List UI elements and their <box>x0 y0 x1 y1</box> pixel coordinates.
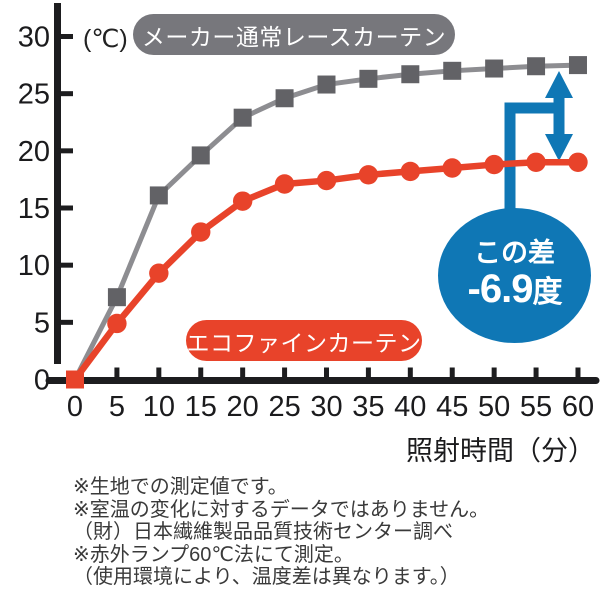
footnotes: ※生地での測定値です。 ※室温の変化に対するデータではありません。 （財）日本繊… <box>73 476 489 589</box>
y-tick-label: 30 <box>18 22 50 54</box>
difference-callout: この差 -6.9度 <box>438 208 591 343</box>
footnote-line: ※生地での測定値です。 <box>73 476 288 498</box>
x-tick-label: 45 <box>436 391 468 423</box>
y-axis-unit-label: (℃) <box>83 25 128 53</box>
data-point <box>232 191 253 211</box>
footnote-line: ※室温の変化に対するデータではありません。 <box>73 498 490 521</box>
data-point <box>107 313 127 334</box>
y-tick-label: 5 <box>34 307 50 339</box>
data-point <box>400 161 421 182</box>
y-tick-label: 0 <box>34 365 50 397</box>
data-point <box>484 154 504 175</box>
x-tick-label: 30 <box>310 391 342 423</box>
arrow-up-head-icon <box>545 71 573 98</box>
x-tick-label: 60 <box>562 391 594 423</box>
x-tick-label: 25 <box>268 391 300 423</box>
data-point <box>149 186 168 205</box>
data-point <box>442 158 462 178</box>
data-point <box>527 57 546 76</box>
y-tick-label: 20 <box>18 136 50 168</box>
data-point <box>107 288 126 307</box>
data-point <box>526 152 546 172</box>
x-tick-label: 50 <box>478 391 510 423</box>
y-tick-label: 25 <box>18 79 50 111</box>
data-point <box>275 89 294 108</box>
y-tick-label: 15 <box>18 193 50 225</box>
data-point <box>66 370 84 389</box>
data-point <box>568 152 588 172</box>
difference-arrow <box>504 71 573 216</box>
y-tick-label: 10 <box>18 250 50 282</box>
x-tick-label: 40 <box>394 391 426 423</box>
x-axis-title: 照射時間（分） <box>406 436 595 466</box>
legend-eco-curtain: エコファインカーテン <box>186 320 422 361</box>
data-point <box>316 170 337 191</box>
callout-unit: 度 <box>532 275 562 309</box>
x-tick-label: 20 <box>227 391 259 423</box>
footnote-line: （使用環境により、温度差は異なります。） <box>73 566 460 588</box>
x-tick-label: 0 <box>67 391 83 423</box>
data-point <box>568 56 587 75</box>
footnote-line: （財）日本繊維製品品質技術センター調べ <box>73 521 453 543</box>
data-point <box>191 146 210 165</box>
data-point <box>274 174 295 194</box>
data-point <box>401 65 420 84</box>
x-tick-label: 15 <box>185 391 217 423</box>
data-point <box>443 61 462 80</box>
series-eco-curtain <box>66 152 588 389</box>
legend-normal-curtain: メーカー通常レースカーテン <box>133 14 455 55</box>
data-point <box>359 69 378 88</box>
x-tick-label: 55 <box>520 391 552 423</box>
x-tick-label: 35 <box>352 391 384 423</box>
footnote-line: ※赤外ランプ60℃法にて測定。 <box>73 543 354 566</box>
series-normal-curtain <box>66 56 587 389</box>
data-point <box>149 263 169 283</box>
data-point <box>317 75 336 94</box>
data-point <box>233 108 252 127</box>
callout-number: -6.9 <box>467 266 534 311</box>
x-tick-label: 5 <box>109 391 125 423</box>
callout-label: この差 <box>474 237 555 268</box>
data-point <box>358 165 379 185</box>
data-point <box>191 222 211 242</box>
arrow-down-head-icon <box>545 134 573 161</box>
x-tick-label: 10 <box>143 391 175 423</box>
callout-value: -6.9度 <box>467 266 563 314</box>
data-point <box>485 59 504 78</box>
callout-connector-line <box>504 102 559 216</box>
